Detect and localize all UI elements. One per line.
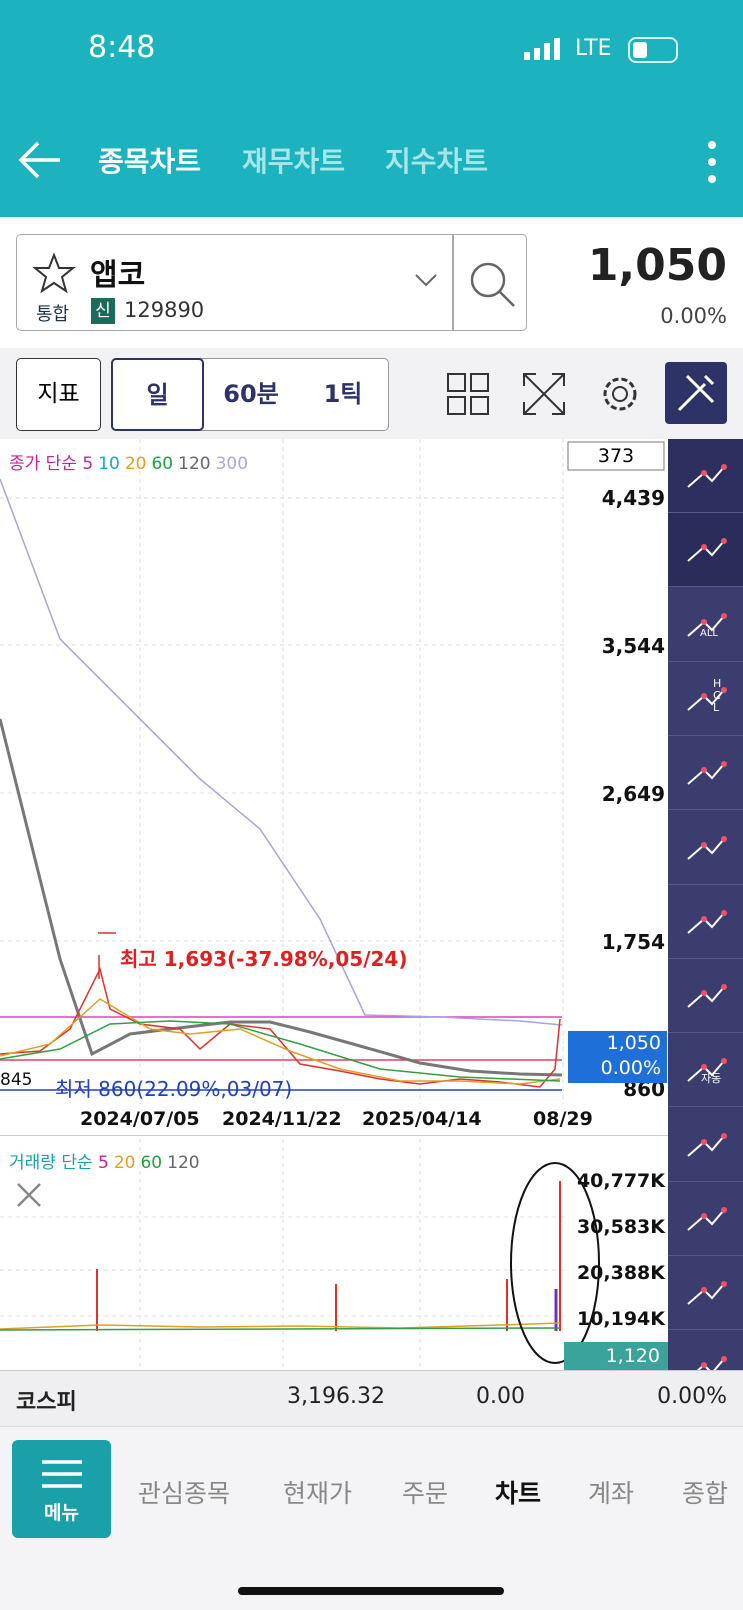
tool-label: 자동 [701, 1072, 722, 1085]
drawing-tool[interactable] [668, 959, 743, 1034]
stock-box[interactable] [16, 234, 527, 331]
y-label: 4,439 [601, 486, 665, 510]
period[interactable]: 1틱 [323, 380, 363, 408]
low-annotation: 최저 860(22.09%,03/07) [55, 1077, 293, 1101]
ma-legend: 종가 단순 5 10 20 60 120 300 [9, 449, 253, 474]
index-rate: 0.00% [657, 1384, 727, 1409]
drawing-tool[interactable] [668, 1256, 743, 1331]
menu-button[interactable]: 메뉴 [12, 1440, 111, 1538]
ma-list: 5 10 20 60 120 300 [82, 454, 253, 474]
drawing-tool[interactable] [668, 885, 743, 959]
nav-item[interactable]: 주문 [402, 1479, 449, 1508]
nav-item[interactable]: 차트 [495, 1479, 542, 1508]
volume-legend: 거래량 단순 5 20 60 120 [9, 1148, 205, 1173]
expand-icon[interactable] [522, 372, 566, 416]
index-value: 3,196.32 [287, 1384, 385, 1409]
x-label: 2024/07/05 [80, 1108, 200, 1130]
layout-icon[interactable] [446, 372, 490, 416]
back-button[interactable] [18, 140, 63, 180]
drawing-tool[interactable] [668, 1108, 743, 1182]
drawing-tool[interactable] [668, 1033, 743, 1108]
home-indicator [238, 1587, 504, 1595]
y-label: 2,649 [601, 782, 665, 806]
drawing-tool[interactable] [668, 736, 743, 811]
tools-button[interactable] [665, 362, 727, 424]
stock-name: 앱코 [90, 258, 146, 293]
signal [524, 38, 564, 62]
ma-period: 120 [178, 454, 211, 474]
left-label: 845 [0, 1070, 33, 1090]
current-price-tag: 1,050 0.00% [568, 1031, 667, 1083]
y-label: 10,194K [576, 1308, 665, 1330]
chart-canvas [0, 439, 665, 1369]
drawing-tool[interactable] [668, 588, 743, 662]
drawing-tool[interactable] [668, 1182, 743, 1256]
current-volume: 1,120 [564, 1342, 668, 1370]
legend-label: 거래량 단순 [9, 1153, 93, 1173]
ma-period: 300 [215, 454, 249, 474]
tab[interactable]: 재무차트 [242, 145, 346, 178]
index-name: 코스피 [16, 1390, 77, 1415]
favorite-star[interactable] [32, 252, 76, 294]
clock: 8:48 [88, 30, 156, 65]
ma-period: 120 [167, 1153, 200, 1173]
ma-list: 5 20 60 120 [98, 1153, 205, 1173]
battery [628, 37, 678, 63]
settings-icon[interactable] [598, 372, 642, 416]
legend-label: 종가 단순 [9, 454, 77, 474]
x-label: 2024/11/22 [222, 1108, 342, 1130]
more-menu[interactable] [704, 140, 720, 184]
nav-item[interactable]: 현재가 [283, 1479, 353, 1508]
y-label: 30,583K [576, 1216, 665, 1238]
high-annotation: 최고 1,693(-37.98%,05/24) [120, 947, 408, 971]
drawing-tool[interactable] [668, 513, 743, 588]
indicator-button[interactable]: 지표 [16, 358, 101, 431]
badge: 신 [91, 298, 115, 324]
tool-label: ALL [700, 628, 718, 639]
close-volume[interactable] [14, 1180, 44, 1210]
search[interactable] [468, 260, 516, 308]
ma-period: 5 [98, 1153, 109, 1173]
stock-code: 129890 [124, 298, 205, 322]
tab[interactable]: 지수차트 [385, 145, 489, 178]
y-label: 3,544 [601, 634, 665, 658]
current-change: 0.00% [600, 1057, 661, 1079]
drawing-tool[interactable] [668, 439, 743, 513]
network: LTE [575, 36, 612, 61]
index-change: 0.00 [476, 1384, 525, 1409]
ma-period: 60 [151, 454, 174, 474]
y-label: 1,754 [601, 930, 665, 954]
drawing-tool[interactable] [668, 811, 743, 885]
x-label: 08/29 [533, 1108, 593, 1130]
price: 1,050 [587, 240, 727, 291]
y-label: 20,388K [576, 1262, 665, 1284]
ma-period: 20 [124, 454, 147, 474]
nav-item[interactable]: 관심종목 [138, 1479, 231, 1508]
bottom-nav [0, 1427, 743, 1610]
nav-item[interactable]: 계좌 [588, 1479, 635, 1508]
x-label: 2025/04/14 [362, 1108, 482, 1130]
current-price: 1,050 [606, 1032, 661, 1054]
tab[interactable]: 종목차트 [98, 145, 202, 178]
ma-period: 5 [82, 454, 94, 474]
ma-period: 60 [140, 1153, 163, 1173]
ma-period: 10 [98, 454, 120, 474]
app-header [0, 0, 743, 217]
period[interactable]: 60분 [223, 380, 279, 408]
change: 0.00% [660, 304, 727, 328]
y-label: 40,777K [576, 1170, 665, 1192]
nav-item[interactable]: 종합 [682, 1479, 729, 1508]
period[interactable]: 일 [111, 358, 204, 431]
drawing-tool[interactable] [668, 662, 743, 736]
index-bar [0, 1370, 743, 1427]
ma-period: 20 [113, 1153, 136, 1173]
market: 통합 [36, 304, 70, 325]
count: 373 [597, 445, 635, 467]
